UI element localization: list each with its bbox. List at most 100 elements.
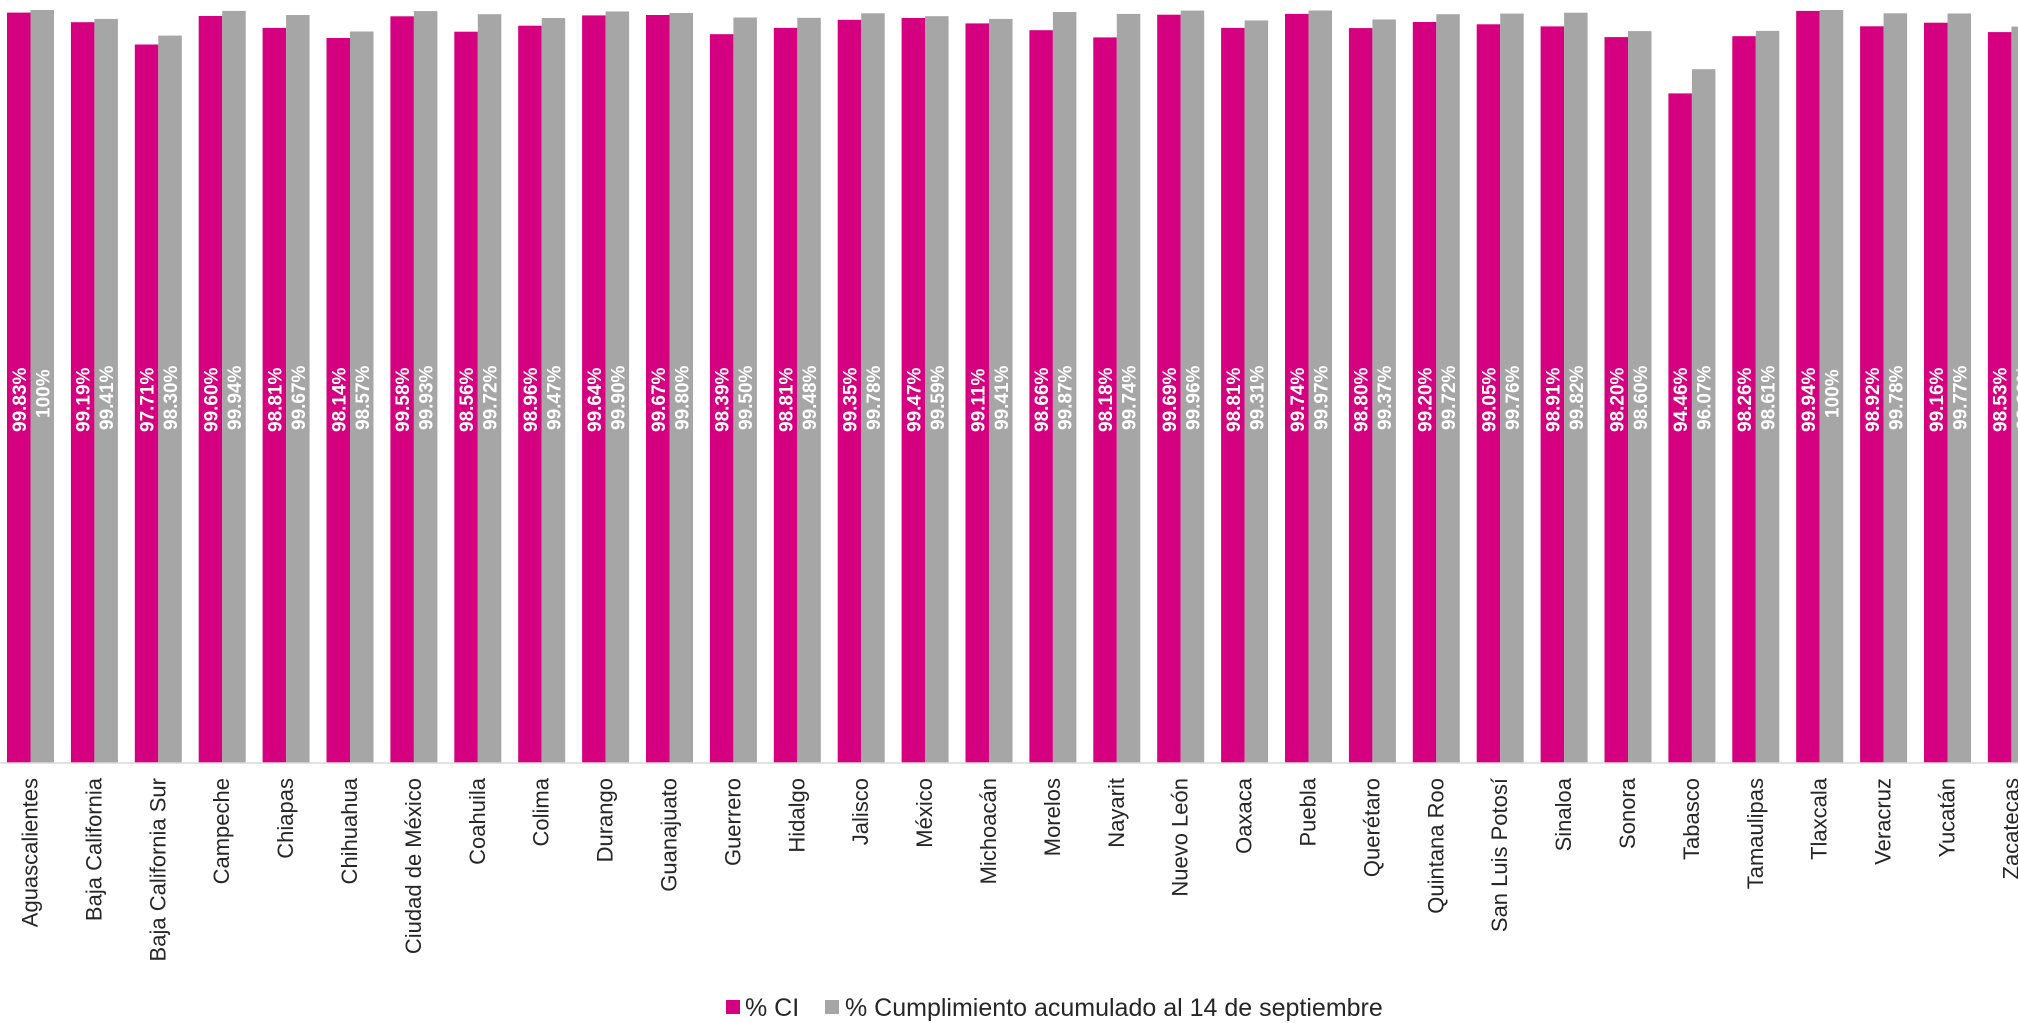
bar-ci-puebla — [1285, 13, 1309, 763]
bar-cumplimiento-colima — [541, 18, 566, 763]
data-label-ci-tabasco: 94.46% — [1671, 367, 1692, 432]
data-label-ci-sinaloa: 98.91% — [1543, 367, 1564, 432]
bar-ci-quintana-roo — [1412, 22, 1437, 763]
legend-label-cumplimiento: % Cumplimiento acumulado al 14 de septie… — [845, 994, 1383, 1022]
x-tick-label-tabasco: Tabasco — [1679, 778, 1704, 860]
data-label-ci-tlaxcala: 99.94% — [1799, 367, 1820, 432]
data-label-cumplimiento-san-luis-potosi: 99.76% — [1503, 365, 1524, 430]
data-label-cumplimiento-aguascalientes: 100% — [33, 369, 54, 418]
data-label-ci-puebla: 99.74% — [1288, 367, 1309, 432]
data-label-ci-hidalgo: 98.81% — [777, 367, 798, 432]
data-label-cumplimiento-veracruz: 99.78% — [1886, 365, 1907, 430]
data-label-ci-aguascalientes: 99.83% — [10, 367, 31, 432]
bar-cumplimiento-zacatecas — [2011, 26, 2018, 764]
bar-ci-michoacan — [965, 23, 989, 763]
data-label-cumplimiento-nayarit: 99.74% — [1120, 365, 1141, 430]
bar-cumplimiento-nayarit — [1116, 13, 1141, 763]
data-label-ci-jalisco: 99.35% — [840, 367, 861, 432]
bar-ci-chiapas — [262, 27, 287, 763]
bar-ci-colima — [518, 25, 542, 763]
data-label-ci-queretaro: 98.80% — [1352, 367, 1373, 432]
data-label-cumplimiento-sonora: 98.60% — [1631, 365, 1652, 430]
x-tick-label-tlaxcala: Tlaxcala — [1807, 777, 1832, 860]
bar-ci-sonora — [1604, 37, 1628, 764]
data-label-cumplimiento-durango: 99.90% — [608, 365, 629, 430]
x-tick-label-veracruz: Veracruz — [1871, 778, 1896, 865]
bar-cumplimiento-campeche — [222, 10, 246, 763]
data-label-ci-baja-california-sur: 97.71% — [138, 367, 159, 432]
x-tick-label-tamaulipas: Tamaulipas — [1743, 778, 1768, 889]
bar-cumplimiento-ciudad-de-mexico — [413, 11, 438, 764]
x-tick-label-zacatecas: Zacatecas — [1998, 778, 2018, 880]
bar-cumplimiento-tamaulipas — [1755, 30, 1780, 763]
legend: % CI % Cumplimiento acumulado al 14 de s… — [726, 994, 1383, 1022]
bar-cumplimiento-puebla — [1308, 10, 1332, 763]
bar-cumplimiento-mexico — [925, 16, 949, 763]
x-tick-label-morelos: Morelos — [1040, 778, 1065, 856]
x-tick-label-sonora: Sonora — [1615, 777, 1640, 849]
data-label-cumplimiento-michoacan: 99.41% — [992, 365, 1013, 430]
x-tick-label-ciudad-de-mexico: Ciudad de México — [401, 778, 426, 954]
data-labels-layer: 99.83% 100% 99.19% 99.41% 97.71% 98.30% 99.60%… — [10, 365, 2018, 432]
bar-cumplimiento-hidalgo — [797, 17, 821, 764]
x-tick-label-nuevo-leon: Nuevo León — [1168, 778, 1193, 897]
data-label-cumplimiento-tlaxcala: 100% — [1823, 369, 1844, 418]
bar-ci-baja-california-sur — [134, 44, 159, 763]
data-label-ci-chihuahua: 98.14% — [329, 367, 350, 432]
data-label-cumplimiento-campeche: 99.94% — [225, 365, 246, 430]
bar-cumplimiento-michoacan — [989, 18, 1013, 763]
x-tick-label-hidalgo: Hidalgo — [784, 778, 809, 853]
data-label-ci-nayarit: 98.18% — [1096, 367, 1117, 432]
x-tick-label-guerrero: Guerrero — [720, 778, 745, 866]
data-label-cumplimiento-hidalgo: 99.48% — [800, 365, 821, 430]
bar-ci-ciudad-de-mexico — [390, 16, 414, 764]
data-label-cumplimiento-guanajuato: 99.80% — [672, 365, 693, 430]
data-label-ci-yucatan: 99.16% — [1927, 367, 1948, 432]
data-label-cumplimiento-baja-california: 99.41% — [97, 365, 118, 430]
x-tick-label-nayarit: Nayarit — [1104, 778, 1129, 848]
bar-cumplimiento-oaxaca — [1244, 20, 1269, 763]
data-label-cumplimiento-chiapas: 99.67% — [289, 365, 310, 430]
x-tick-labels-layer: Aguascalientes Baja California Baja Califo… — [18, 777, 2018, 961]
data-label-cumplimiento-nuevo-leon: 99.96% — [1184, 365, 1205, 430]
x-tick-label-michoacan: Michoacán — [976, 778, 1001, 884]
data-label-ci-colima: 98.96% — [521, 367, 542, 432]
x-tick-label-colima: Colima — [529, 777, 554, 846]
data-label-cumplimiento-ciudad-de-mexico: 99.93% — [417, 365, 438, 430]
bar-ci-tabasco — [1668, 93, 1692, 763]
bar-ci-guerrero — [709, 34, 734, 763]
data-label-ci-campeche: 99.60% — [201, 367, 222, 432]
bar-ci-sinaloa — [1540, 26, 1565, 763]
bar-ci-chihuahua — [326, 38, 350, 763]
bar-ci-durango — [582, 15, 606, 763]
legend-label-ci: % CI — [745, 994, 799, 1022]
data-label-ci-durango: 99.64% — [585, 367, 606, 432]
bar-cumplimiento-aguascalientes — [30, 10, 54, 763]
x-tick-label-aguascalientes: Aguascalientes — [18, 778, 43, 927]
x-tick-label-jalisco: Jalisco — [848, 778, 873, 845]
data-label-ci-sonora: 98.20% — [1607, 367, 1628, 432]
bar-ci-campeche — [198, 16, 223, 763]
bar-cumplimiento-durango — [605, 11, 630, 763]
x-tick-label-baja-california: Baja California — [81, 777, 106, 921]
legend-swatch-cumplimiento — [825, 1000, 839, 1014]
x-tick-label-baja-california-sur: Baja California Sur — [145, 778, 170, 961]
data-label-cumplimiento-puebla: 99.97% — [1311, 365, 1332, 430]
x-tick-label-chiapas: Chiapas — [273, 778, 298, 859]
bar-cumplimiento-tabasco — [1691, 69, 1716, 763]
bar-ci-tlaxcala — [1796, 10, 1820, 763]
bar-ci-tamaulipas — [1732, 36, 1756, 763]
bar-cumplimiento-guerrero — [733, 17, 757, 763]
data-label-cumplimiento-tabasco: 96.07% — [1695, 365, 1716, 430]
bar-cumplimiento-sonora — [1628, 31, 1652, 764]
data-label-ci-veracruz: 98.92% — [1863, 367, 1884, 432]
data-label-ci-ciudad-de-mexico: 99.58% — [393, 367, 414, 432]
data-label-cumplimiento-quintana-roo: 99.72% — [1439, 365, 1460, 430]
bar-ci-jalisco — [837, 19, 862, 764]
data-label-ci-quintana-roo: 99.20% — [1416, 367, 1437, 432]
data-label-ci-michoacan: 99.11% — [968, 369, 989, 432]
x-tick-label-oaxaca: Oaxaca — [1232, 777, 1257, 854]
x-tick-label-quintana-roo: Quintana Roo — [1423, 778, 1448, 914]
bar-ci-mexico — [901, 18, 926, 763]
